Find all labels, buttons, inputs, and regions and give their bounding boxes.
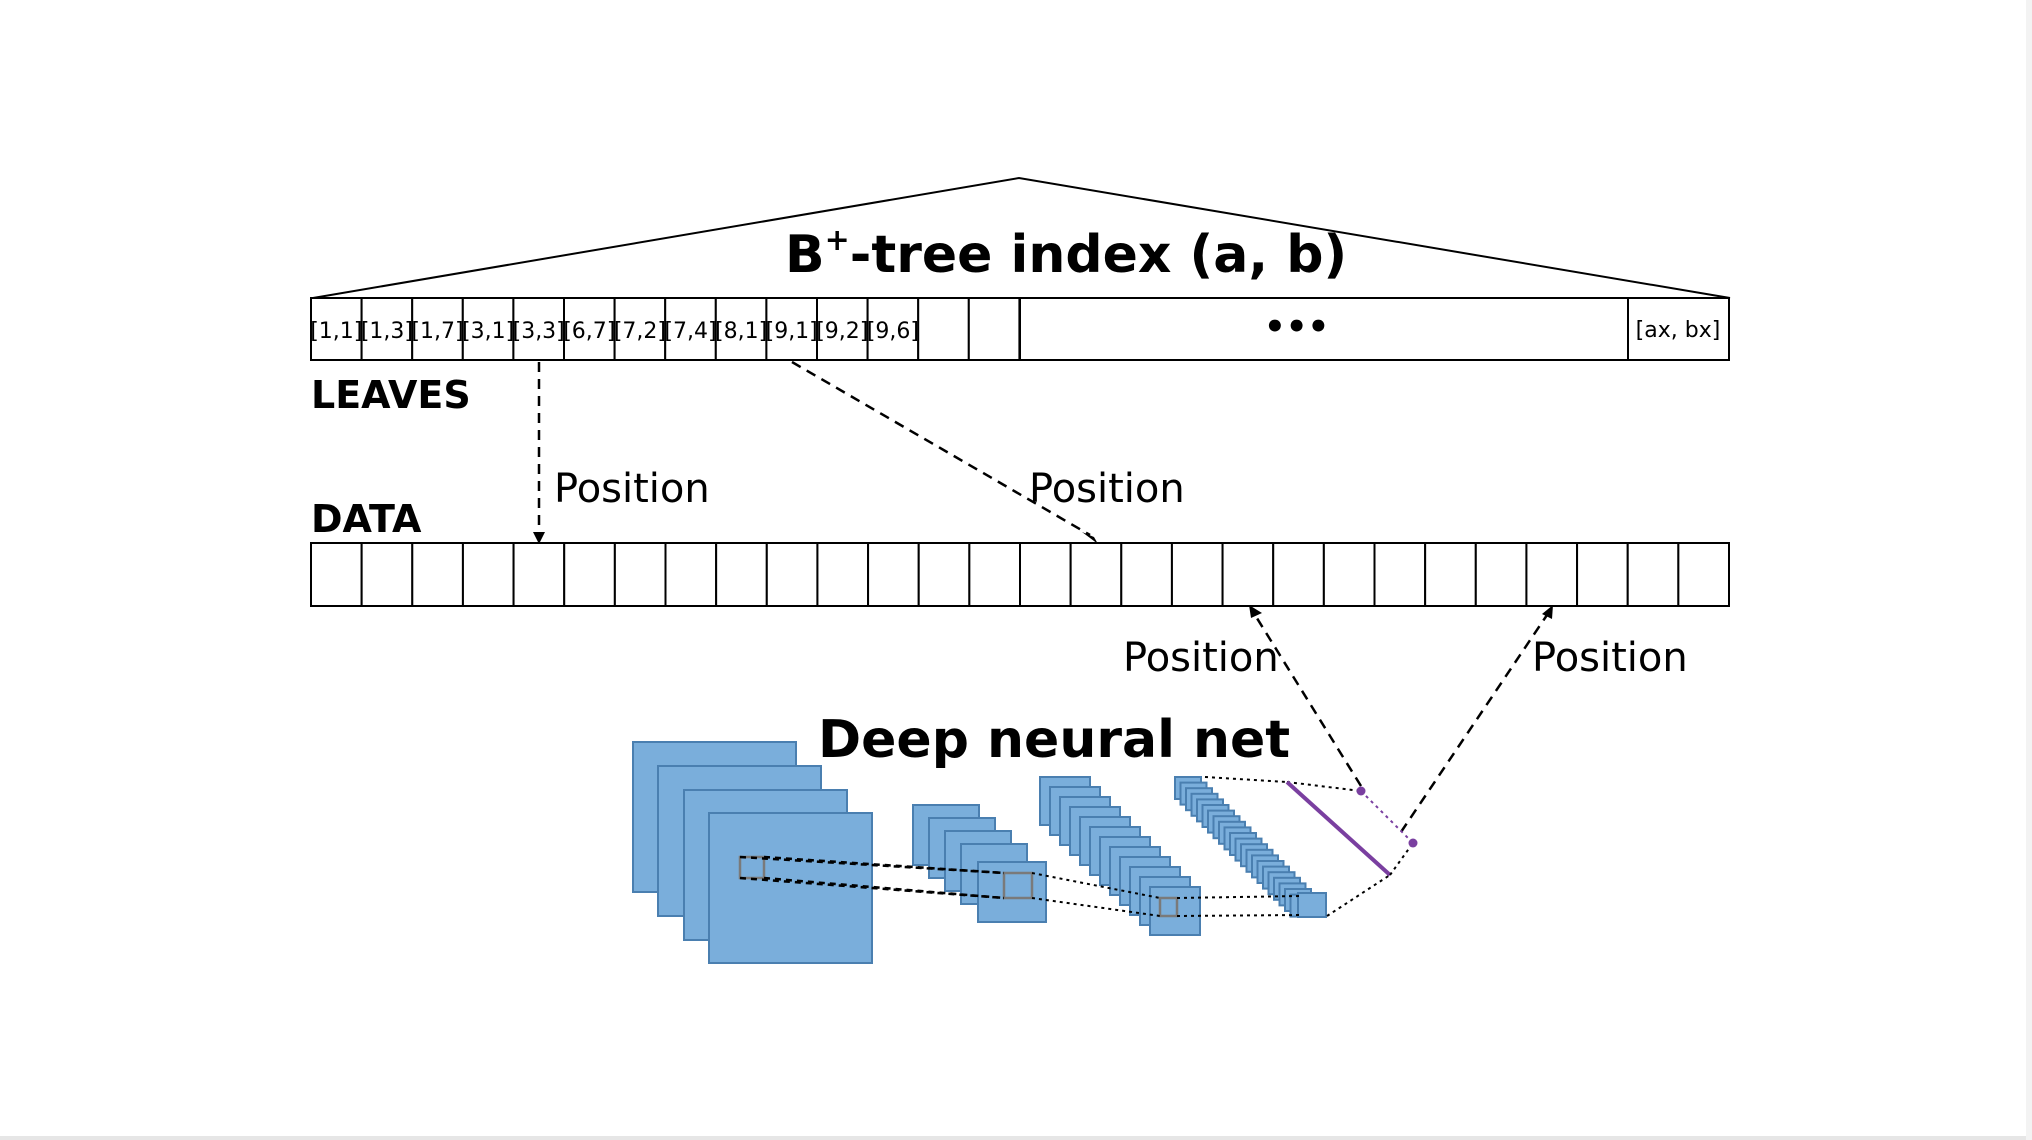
data-cell [310,542,363,607]
data-cell [512,542,566,607]
leaf-label: [8,1] [715,319,767,344]
position-arrow-3-head [1249,605,1262,618]
position-arrow-4 [1399,614,1549,833]
data-cell [1525,542,1579,607]
leaves-ellipsis: ••• [1264,307,1329,347]
output-node-2 [1408,838,1418,848]
leaf-cell [461,297,515,361]
leaves-label: LEAVES [311,373,471,417]
data-cell [613,542,667,607]
btree-title: B+-tree index (a, b) [785,223,1347,285]
leaf-cell [714,297,768,361]
data-cell [1221,542,1275,607]
bottom-border [0,1136,2032,1140]
position-arrow-2 [791,360,1091,537]
leaves-ellipsis-cell [1019,297,1629,361]
leaf-label: [1,7] [411,319,463,344]
leaf-cell [866,297,920,361]
leaf-label: [1,3] [361,319,413,344]
kernel-window-3 [1158,896,1179,918]
data-cell [1272,542,1325,607]
btree-title-main: B [785,225,825,285]
data-cell [968,542,1021,607]
data-cell [1069,542,1123,607]
position-label-3: Position [1123,635,1279,681]
btree-title-sup: + [825,223,850,258]
leaves-row: [1,1][1,3][1,7][3,1][3,3][6,7][7,2][7,4]… [310,297,1021,361]
output-layer [1285,780,1418,917]
data-cell [1322,542,1376,607]
data-cell [1677,542,1731,607]
leaf-label: [6,7] [563,319,615,344]
position-label-2: Position [1029,466,1185,512]
output-node-1 [1356,786,1366,796]
last-leaf-label: [ax, bx] [1636,318,1721,343]
position-label-4: Position [1532,635,1688,681]
data-label: DATA [311,497,422,541]
data-row [310,542,1731,607]
leaf-cell [563,297,616,361]
position-arrow-4-head [1542,605,1553,619]
data-cell [563,542,616,607]
network-title: Deep neural net [818,710,1290,770]
leaf-cell [664,297,717,361]
feature-map [1149,886,1201,936]
leaf-label: [9,1] [766,319,818,344]
conv-layer-1 [632,741,873,964]
last-leaf-cell [1627,297,1730,361]
right-border [2026,0,2032,1140]
leaf-label: [1,1] [310,319,362,344]
data-cell [1576,542,1629,607]
conv-layer-2 [912,804,1047,923]
leaf-label: [3,3] [513,319,565,344]
leaf-cell [765,297,819,361]
leaf-cell [967,297,1021,361]
leaf-label: [7,2] [614,319,666,344]
layer-connections [739,776,1362,917]
position-arrow-2-head [1082,532,1098,544]
data-cell [867,542,920,607]
btree-title-rest: -tree index (a, b) [850,225,1347,285]
output-line [1285,780,1392,877]
data-cell [411,542,464,607]
data-cell [715,542,768,607]
data-cell [917,542,971,607]
leaf-label: [9,6] [867,319,919,344]
position-arrow-1-head [533,532,545,544]
kernel-window-2 [1002,871,1034,900]
leaf-label: [3,1] [462,319,514,344]
data-cell [664,542,718,607]
data-cell [765,542,819,607]
data-cell [461,542,515,607]
conv-layer-4 [1174,776,1327,918]
conv-layer-3 [1039,776,1201,936]
data-cell [1626,542,1680,607]
data-cell [1019,542,1072,607]
data-cell [816,542,870,607]
leaf-label: [7,4] [664,319,716,344]
leaf-cell [613,297,667,361]
position-label-1: Position [554,466,710,512]
data-cell [1474,542,1528,607]
data-cell [1120,542,1173,607]
leaf-cell [411,297,464,361]
leaf-cell [816,297,869,361]
feature-map [1297,892,1327,918]
leaf-cell [917,297,970,361]
data-cell [1424,542,1477,607]
data-cell [1373,542,1427,607]
data-cell [1170,542,1224,607]
data-cell [360,542,414,607]
leaf-label: [9,2] [816,319,868,344]
